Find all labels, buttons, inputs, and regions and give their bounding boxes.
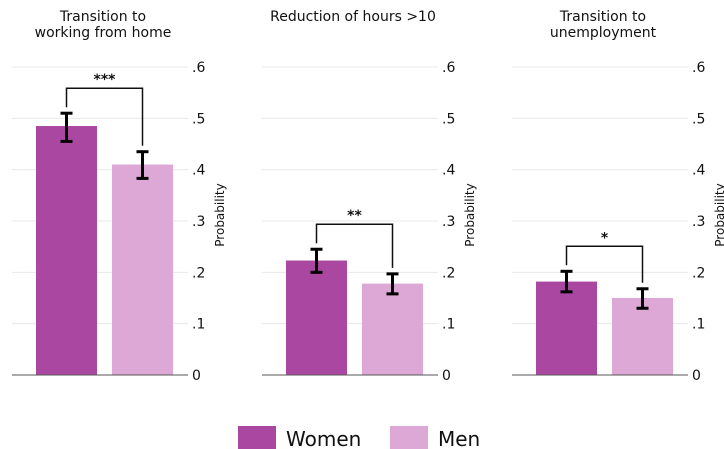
y-tick-label: .5 [442, 111, 455, 127]
y-axis-label: Probability [213, 183, 227, 246]
y-tick-label: .5 [192, 111, 205, 127]
error-bar-men [386, 272, 399, 296]
legend-label-women: Women [286, 427, 361, 449]
legend-swatch-men [390, 426, 428, 449]
panel-3: * 0 .1 .2 .3 .4 .5 .6 Probability Transition toun… [512, 9, 724, 384]
significance-label: * [601, 230, 609, 246]
y-tick-label: 0 [442, 368, 451, 384]
error-bar-women [560, 269, 573, 294]
y-axis-label: Probability [463, 183, 477, 246]
y-tick-label: .2 [442, 265, 455, 281]
y-tick-label: 0 [692, 368, 701, 384]
y-tick-label: .4 [192, 163, 205, 179]
y-tick-label: .6 [192, 60, 205, 76]
y-tick-label: .2 [192, 265, 205, 281]
y-tick-label: 0 [192, 368, 201, 384]
y-tick-label: .3 [192, 214, 205, 230]
panel-1: *** 0 .1 .2 .3 .4 .5 .6 Probability Transition to… [12, 9, 227, 384]
bar-men [362, 283, 423, 375]
error-bar-men [636, 287, 649, 310]
legend: Women Men [238, 426, 480, 449]
y-axis-label: Probability [713, 183, 724, 246]
panel-title: Transition to [59, 9, 146, 25]
error-bar-men [136, 150, 149, 180]
significance-bracket [315, 223, 394, 268]
significance-bracket [65, 87, 144, 146]
bar-women [36, 126, 97, 376]
y-tick-label: .1 [692, 317, 705, 333]
panel-2: ** 0 .1 .2 .3 .4 .5 .6 Probability Reduction of h… [262, 9, 477, 384]
bar-men [112, 164, 173, 375]
error-bar-women [310, 247, 323, 274]
legend-swatch-women [238, 426, 276, 449]
legend-label-men: Men [438, 427, 480, 449]
y-tick-label: .5 [692, 111, 705, 127]
y-tick-label: .4 [692, 163, 705, 179]
significance-label: *** [94, 72, 117, 88]
error-bar-women [60, 111, 73, 143]
y-tick-label: .3 [692, 214, 705, 230]
y-tick-label: .4 [442, 163, 455, 179]
bar-women [536, 281, 597, 375]
panel-title: Reduction of hours >10 [270, 9, 436, 25]
panel-title: Transition to [559, 9, 646, 25]
panel-title: unemployment [550, 25, 657, 41]
significance-bracket [565, 245, 644, 283]
panel-title: working from home [35, 25, 172, 41]
y-tick-label: .2 [692, 265, 705, 281]
y-tick-label: .3 [442, 214, 455, 230]
y-tick-label: .1 [442, 317, 455, 333]
y-tick-label: .1 [192, 317, 205, 333]
bar-men [612, 298, 673, 375]
y-tick-label: .6 [692, 60, 705, 76]
bar-women [286, 260, 347, 375]
significance-label: ** [347, 208, 362, 224]
y-tick-label: .6 [442, 60, 455, 76]
